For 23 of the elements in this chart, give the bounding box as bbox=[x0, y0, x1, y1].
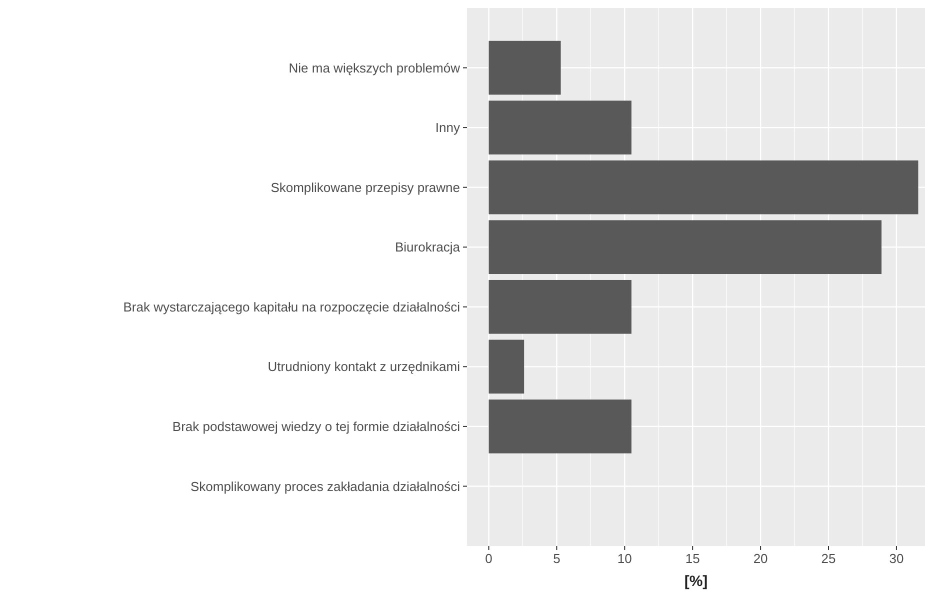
y-tick-label: Utrudniony kontakt z urzędnikami bbox=[268, 359, 460, 374]
x-tick-label: 15 bbox=[685, 551, 700, 566]
bar bbox=[488, 340, 524, 394]
bar bbox=[488, 40, 561, 95]
x-tick-label: 30 bbox=[889, 551, 904, 566]
y-tick-label: Brak podstawowej wiedzy o tej formie działalności bbox=[172, 418, 460, 434]
bar bbox=[488, 280, 632, 334]
x-tick-label: 10 bbox=[617, 551, 632, 566]
y-tick-label: Skomplikowany proces zakładania działalności bbox=[190, 478, 460, 494]
y-tick-label: Inny bbox=[435, 120, 460, 136]
x-tick-label: 25 bbox=[821, 551, 836, 566]
x-axis-title: [%] bbox=[684, 573, 708, 590]
bar bbox=[488, 220, 882, 274]
x-tick-label: 20 bbox=[753, 551, 768, 566]
bar bbox=[488, 100, 632, 154]
x-tick-label: 5 bbox=[553, 551, 560, 566]
y-tick-label: Skomplikowane przepisy prawne bbox=[270, 180, 460, 195]
y-tick-label: Nie ma większych problemów bbox=[288, 60, 461, 76]
bar bbox=[488, 160, 918, 214]
y-tick-label: Brak wystarczającego kapitału na rozpoczęcie działalności bbox=[123, 299, 460, 314]
x-tick-label: 0 bbox=[485, 551, 492, 566]
bar bbox=[488, 400, 632, 454]
y-tick-label: Biurokracja bbox=[394, 240, 461, 255]
